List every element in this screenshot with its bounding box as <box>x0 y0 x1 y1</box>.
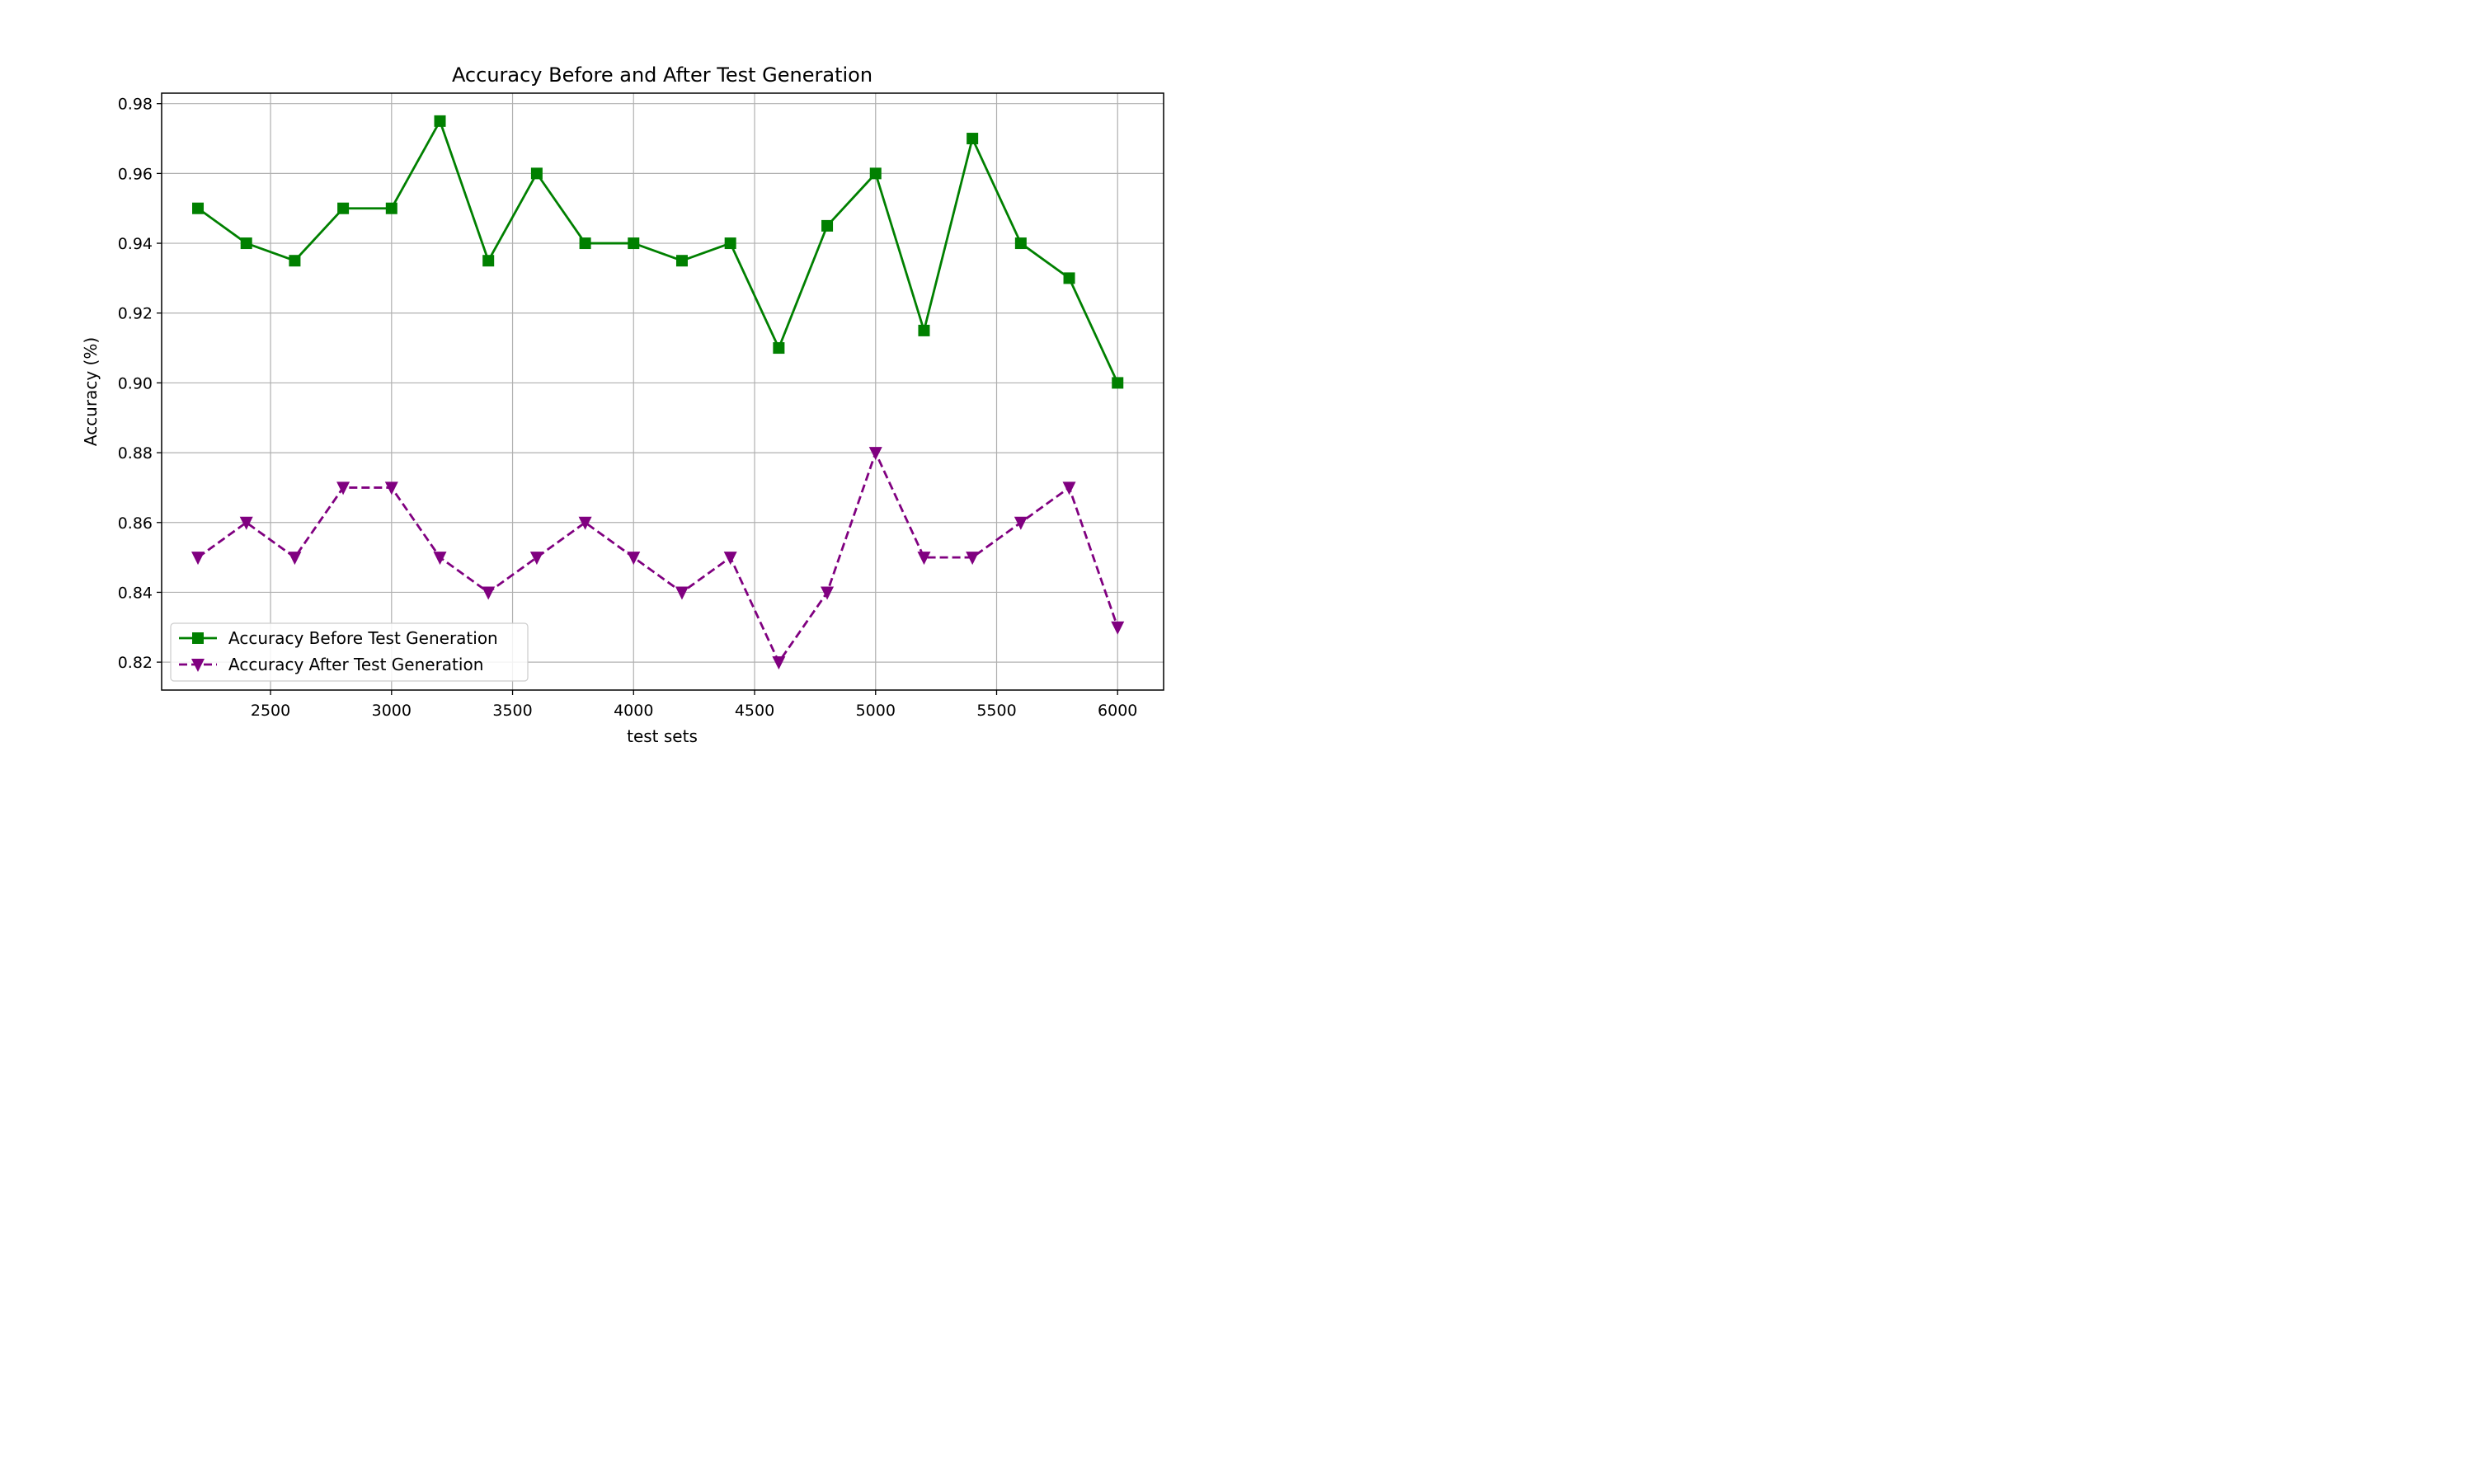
axis-ticks: 2500 3000 3500 4000 4500 5000 5500 6000 0.82 0.84… <box>118 96 1138 720</box>
y-tick-label: 0.96 <box>118 165 153 183</box>
data-point <box>1014 516 1028 530</box>
y-tick-label: 0.86 <box>118 514 153 533</box>
data-point <box>723 552 737 566</box>
data-point <box>433 552 447 566</box>
y-tick-label: 0.94 <box>118 235 153 253</box>
legend-label: Accuracy After Test Generation <box>228 655 483 674</box>
data-point <box>336 481 350 495</box>
legend-swatch-marker <box>191 659 205 672</box>
x-tick-label: 5500 <box>976 702 1016 720</box>
x-axis-label: test sets <box>627 726 698 746</box>
data-point <box>628 237 640 250</box>
data-point <box>578 516 592 530</box>
data-point <box>917 552 931 566</box>
series-before <box>192 115 1124 389</box>
y-tick-label: 0.92 <box>118 305 153 323</box>
y-tick-label: 0.90 <box>118 374 153 392</box>
legend-swatch-marker <box>192 632 204 644</box>
data-point <box>1112 377 1124 389</box>
x-tick-label: 3500 <box>492 702 532 720</box>
chart-title: Accuracy Before and After Test Generatio… <box>452 63 872 87</box>
data-point <box>385 202 397 214</box>
data-point <box>724 237 736 250</box>
y-tick-label: 0.88 <box>118 444 153 463</box>
data-point <box>675 255 688 267</box>
legend-item: Accuracy After Test Generation <box>179 655 483 674</box>
data-point <box>966 552 980 566</box>
data-point <box>1062 481 1076 495</box>
data-point <box>1014 237 1027 250</box>
y-axis-label: Accuracy (%) <box>81 337 101 446</box>
legend-item: Accuracy Before Test Generation <box>179 628 498 648</box>
x-tick-label: 4000 <box>614 702 653 720</box>
x-tick-label: 2500 <box>251 702 290 720</box>
data-point <box>289 255 301 267</box>
data-point <box>529 552 543 566</box>
data-point <box>579 237 591 250</box>
grid <box>162 93 1164 690</box>
line-chart: Accuracy Before and After Test Generatio… <box>81 63 1164 746</box>
series-layer <box>191 115 1125 670</box>
data-point <box>482 586 496 600</box>
data-point <box>1063 272 1075 284</box>
data-point <box>384 481 398 495</box>
data-point <box>869 167 882 180</box>
data-point <box>772 656 786 670</box>
data-point <box>773 342 785 355</box>
series-after <box>191 447 1125 670</box>
x-tick-label: 6000 <box>1098 702 1137 720</box>
legend-label: Accuracy Before Test Generation <box>228 628 498 648</box>
data-point <box>868 447 882 461</box>
plot-frame <box>161 92 1164 691</box>
data-point <box>967 133 979 145</box>
data-point <box>675 586 689 600</box>
data-point <box>821 586 835 600</box>
data-point <box>240 237 252 250</box>
data-point <box>434 115 446 127</box>
x-tick-label: 5000 <box>856 702 896 720</box>
x-tick-label: 3000 <box>372 702 412 720</box>
y-tick-label: 0.98 <box>118 96 153 114</box>
data-point <box>192 202 205 214</box>
data-point <box>482 255 495 267</box>
series-line <box>197 120 1119 384</box>
data-point <box>530 167 543 180</box>
data-point <box>1111 621 1125 635</box>
x-tick-label: 4500 <box>735 702 774 720</box>
data-point <box>918 324 930 336</box>
data-point <box>627 552 641 566</box>
y-tick-label: 0.82 <box>118 654 153 672</box>
data-point <box>821 219 834 232</box>
data-point <box>191 552 205 566</box>
data-point <box>239 516 253 530</box>
series-line <box>197 451 1119 664</box>
data-point <box>337 202 350 214</box>
y-tick-label: 0.84 <box>118 584 153 602</box>
legend-box <box>170 622 529 682</box>
legend: Accuracy Before Test Generation Accuracy … <box>170 622 529 682</box>
data-point <box>288 552 302 566</box>
